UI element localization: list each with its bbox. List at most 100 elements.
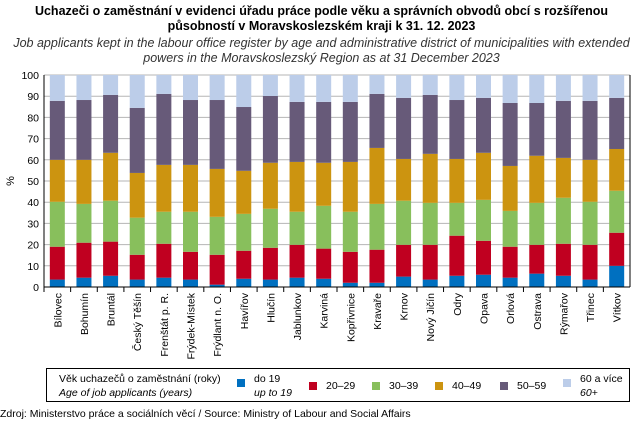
bar-segment-Kravaře-30–39 (369, 203, 385, 250)
bar-segment-Bohumín-do 19 (76, 277, 92, 287)
legend-label: do 19 (254, 373, 281, 385)
bar-segment-Hlučín-30–39 (262, 208, 278, 248)
bar-segment-Frýdlant n. O.-60 a více (209, 75, 225, 101)
bar-segment-Frýdek-Místek-30–39 (183, 211, 198, 252)
x-tick-label: Bílovec (52, 293, 64, 327)
bar-segment-Karviná-50–59 (316, 101, 332, 163)
bar-segment-Orlová-30–39 (502, 210, 518, 247)
x-tick-label: Nový Jičín (425, 293, 437, 342)
bar-segment-Rýmařov-50–59 (555, 100, 571, 158)
y-tick-label: 70 (27, 134, 39, 146)
bar-segment-Opava-20–29 (476, 240, 491, 275)
bar-segment-Havířov-20–29 (236, 250, 252, 279)
y-tick-label: 0 (33, 282, 39, 294)
y-tick-label: 80 (27, 112, 39, 124)
bar-segment-Krnov-do 19 (396, 276, 412, 287)
bar-segment-Hlučín-60 a více (262, 75, 278, 96)
bar-segment-Jablunkov-40–49 (289, 161, 305, 212)
bar-segment-Kravaře-60 a více (369, 75, 385, 94)
bar-segment-Český Těšín-50–59 (129, 107, 145, 173)
bar-segment-Frenštát p. R.-40–49 (156, 164, 172, 212)
y-tick-label: 90 (27, 91, 39, 103)
legend-title-en: Age of job applicants (years) (59, 387, 193, 399)
bar-segment-Orlová-40–49 (502, 165, 518, 211)
legend: Věk uchazečů o zaměstnání (roky) Age of … (46, 368, 630, 402)
legend-label: 50–59 (517, 380, 547, 392)
y-tick-label: 10 (27, 261, 39, 273)
x-tick-label: Ostrava (532, 293, 544, 330)
x-tick-label: Frýdlant n. O. (212, 293, 224, 357)
bar-segment-Český Těšín-40–49 (129, 172, 145, 218)
bar-segment-Nový Jičín-30–39 (422, 202, 438, 245)
bar-segment-Bohumín-40–49 (76, 159, 92, 204)
bar-segment-Karviná-60 a více (316, 75, 332, 102)
bar-segment-Frenštát p. R.-20–29 (156, 243, 172, 278)
bar-segment-Frenštát p. R.-do 19 (156, 277, 172, 287)
bar-segment-Orlová-60 a více (502, 75, 518, 103)
bar-segment-Kravaře-50–59 (369, 93, 385, 148)
x-tick-label: Frenštát p. R. (159, 293, 171, 357)
bar-segment-Kopřivnice-40–49 (342, 161, 358, 212)
bar-segment-Bruntál-20–29 (103, 241, 119, 276)
bar-segment-Odry-40–49 (449, 158, 465, 203)
legend-label: 30–39 (389, 380, 419, 392)
bar-segment-Havířov-60 a více (236, 75, 252, 108)
x-tick-label: Český Těšín (131, 293, 144, 351)
bar-segment-Odry-20–29 (449, 235, 465, 276)
bar-segment-Opava-40–49 (476, 152, 491, 200)
bar-segment-Hlučín-40–49 (262, 162, 278, 209)
bar-segment-Vítkov-30–39 (609, 190, 625, 233)
bar-segment-Český Těšín-30–39 (129, 217, 145, 255)
bar-segment-Rýmařov-60 a více (555, 75, 571, 101)
bar-segment-Jablunkov-30–39 (289, 211, 305, 245)
chart-subtitle: Job applicants kept in the labour office… (13, 36, 630, 65)
x-tick-label: Orlová (505, 293, 517, 324)
bar-segment-Orlová-do 19 (502, 277, 518, 287)
x-tick-label: Rýmařov (558, 292, 570, 335)
bar-segment-Krnov-20–29 (396, 244, 412, 277)
bar-segment-Kopřivnice-do 19 (342, 282, 358, 287)
bar-segment-Kopřivnice-20–29 (342, 251, 358, 283)
bar-segment-Frýdlant n. O.-50–59 (209, 100, 225, 169)
bar-segment-Hlučín-50–59 (262, 95, 278, 163)
bar-segment-Bílovec-20–29 (49, 246, 65, 280)
y-axis-label: % (5, 176, 17, 186)
bar-segment-Vítkov-60 a více (609, 75, 625, 98)
bar-segment-Vítkov-50–59 (609, 97, 625, 149)
bar-segment-Orlová-50–59 (502, 102, 518, 166)
bar-segment-Ostrava-30–39 (529, 202, 545, 245)
bar-segment-Nový Jičín-20–29 (422, 244, 438, 280)
bar-segment-Krnov-40–49 (396, 158, 412, 201)
source-note: Zdroj: Ministerstvo práce a sociálních v… (0, 408, 411, 420)
bar-segment-Opava-do 19 (476, 274, 491, 287)
bar-segment-Bruntál-30–39 (103, 200, 119, 242)
bar-segment-Nový Jičín-40–49 (422, 153, 438, 203)
x-tick-label: Jablunkov (292, 292, 304, 340)
legend-title-cs: Věk uchazečů o zaměstnání (roky) (59, 373, 221, 385)
bar-segment-Vítkov-40–49 (609, 148, 625, 191)
x-tick-label: Kopřivnice (345, 293, 357, 342)
legend-swatch (309, 382, 317, 390)
legend-title: Věk uchazečů o zaměstnání (roky) Age of … (59, 372, 221, 400)
bar-segment-Odry-30–39 (449, 202, 465, 236)
bar-segment-Rýmařov-do 19 (555, 275, 571, 287)
bar-segment-Opava-50–59 (476, 97, 491, 153)
bar-segment-Český Těšín-do 19 (129, 279, 145, 287)
bar-segment-Ostrava-do 19 (529, 273, 545, 287)
bar-segment-Odry-60 a více (449, 75, 465, 101)
bar-segment-Frenštát p. R.-30–39 (156, 211, 172, 244)
legend-item: 30–39 (389, 379, 418, 393)
x-tick-label: Havířov (239, 292, 251, 329)
bar-segment-Rýmařov-20–29 (555, 243, 571, 276)
legend-label: 40–49 (452, 380, 482, 392)
bar-segment-Kopřivnice-50–59 (342, 101, 358, 162)
bar-segment-Frýdek-Místek-50–59 (183, 100, 198, 165)
y-tick-label: 60 (27, 155, 39, 167)
bar-segment-Orlová-20–29 (502, 246, 518, 278)
bar-segment-Karviná-20–29 (316, 248, 332, 279)
y-tick-label: 30 (27, 218, 39, 230)
bar-segment-Bruntál-50–59 (103, 94, 119, 153)
chart-title: Uchazeči o zaměstnání v evidenci úřadu p… (34, 4, 609, 33)
bar-segment-Bílovec-40–49 (49, 159, 65, 202)
bar-segment-Odry-50–59 (449, 100, 465, 159)
